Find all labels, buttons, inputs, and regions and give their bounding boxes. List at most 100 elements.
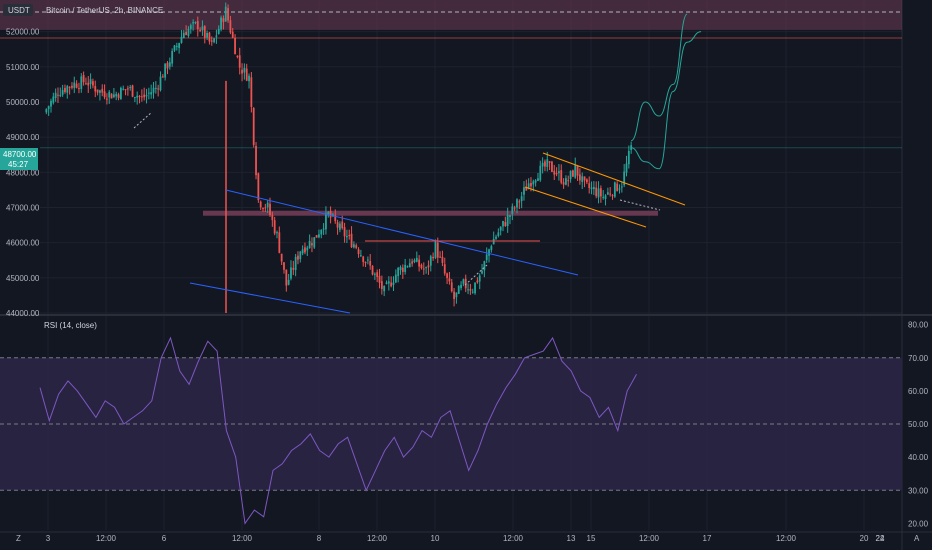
- candle-body: [294, 256, 297, 271]
- candle-body: [511, 206, 514, 215]
- candle-body: [280, 253, 283, 262]
- candle-body: [147, 92, 150, 94]
- candle-body: [287, 279, 290, 285]
- candle-body: [52, 96, 55, 103]
- candle-body: [490, 246, 493, 251]
- candle-body: [609, 193, 612, 195]
- candle-body: [350, 233, 353, 248]
- projection-scenario-1[interactable]: [630, 13, 688, 142]
- candle-body: [425, 267, 428, 269]
- candle-body: [565, 178, 567, 185]
- candle-body: [64, 88, 66, 92]
- candle-body: [378, 275, 381, 283]
- candle-body: [61, 90, 64, 95]
- projection-layer: [630, 13, 702, 170]
- time-axis-label: 12:00: [503, 534, 524, 543]
- candle-body: [154, 87, 157, 89]
- candle-body: [415, 257, 418, 262]
- candle-body: [448, 278, 451, 282]
- candle-body: [520, 196, 523, 201]
- candle-body: [453, 291, 455, 300]
- candle-body: [106, 98, 108, 100]
- channel-lower-line[interactable]: [189, 282, 351, 314]
- candle-body: [315, 235, 318, 238]
- candle-body: [558, 171, 560, 174]
- flag-upper-line[interactable]: [542, 152, 686, 206]
- candle-body: [611, 195, 614, 197]
- candle-body: [322, 228, 325, 230]
- candle-body: [408, 263, 411, 268]
- candle-body: [182, 32, 185, 39]
- price-axis-label: 47000.00: [6, 203, 40, 212]
- rsi-axis-label: 50.00: [908, 420, 929, 429]
- candle-body: [234, 37, 236, 55]
- support-zone[interactable]: [203, 210, 658, 216]
- candle-body: [119, 87, 122, 100]
- candle-body: [332, 214, 334, 216]
- candle-body: [311, 243, 313, 246]
- candle-body: [231, 31, 234, 38]
- candle-body: [339, 223, 341, 230]
- candle-body: [318, 234, 320, 238]
- auto-scale-label[interactable]: A: [914, 534, 920, 543]
- currency-label: USDT: [8, 6, 30, 15]
- candle-body: [597, 188, 600, 198]
- candle-body: [145, 94, 148, 97]
- candle-body: [199, 29, 202, 31]
- flag-lower-line[interactable]: [524, 186, 647, 228]
- projection-scenario-2[interactable]: [631, 31, 702, 170]
- candle-body: [341, 221, 344, 229]
- candle-body: [355, 245, 358, 248]
- candle-body: [143, 94, 146, 98]
- rsi-title[interactable]: RSI (14, close): [44, 321, 97, 330]
- drawings-layer: [133, 111, 686, 314]
- candle-body: [245, 68, 248, 81]
- candle-body: [506, 215, 509, 227]
- dashed-hint-3: [619, 199, 661, 211]
- candle-body: [224, 6, 227, 22]
- time-axis-label: 3: [46, 534, 51, 543]
- candle-body: [387, 281, 390, 284]
- candle-body: [215, 35, 218, 37]
- candle-body: [346, 236, 348, 238]
- rsi-axis-label: 80.00: [908, 321, 929, 330]
- candle-body: [401, 267, 404, 272]
- candle-body: [94, 85, 97, 92]
- candle-body: [420, 264, 423, 269]
- candle-body: [471, 291, 474, 293]
- candle-body: [192, 22, 195, 24]
- candle-body: [373, 273, 376, 275]
- candle-body: [541, 162, 544, 167]
- candle-body: [320, 229, 323, 235]
- candle-body: [450, 282, 453, 292]
- candle-body: [115, 93, 118, 97]
- resistance-zone[interactable]: [0, 0, 902, 30]
- candle-body: [481, 271, 483, 274]
- candle-body: [376, 272, 379, 277]
- candle-body: [574, 164, 577, 178]
- candle-body: [509, 215, 511, 217]
- currency-badge[interactable]: [3, 4, 33, 16]
- candle-body: [569, 170, 572, 180]
- price-axis-label: 45000.00: [6, 274, 40, 283]
- candle-body: [599, 188, 602, 197]
- symbol-title[interactable]: Bitcoin / TetherUS, 2h, BINANCE: [46, 6, 163, 15]
- candle-body: [502, 221, 504, 227]
- candle-body: [57, 94, 59, 96]
- candle-body: [47, 106, 50, 110]
- channel-upper-line[interactable]: [225, 189, 579, 276]
- candle-body: [623, 171, 626, 186]
- rsi-line[interactable]: [39, 336, 637, 525]
- candle-body: [68, 86, 71, 88]
- candle-body: [168, 62, 171, 67]
- candle-body: [329, 210, 332, 218]
- candle-body: [567, 180, 570, 182]
- candle-body: [101, 88, 104, 93]
- candle-body: [266, 202, 269, 208]
- time-axis-label: 17: [703, 534, 712, 543]
- candle-body: [539, 165, 542, 181]
- candle-body: [110, 93, 113, 99]
- candle-body: [166, 62, 169, 69]
- auto-zoom-label[interactable]: Z: [16, 534, 21, 543]
